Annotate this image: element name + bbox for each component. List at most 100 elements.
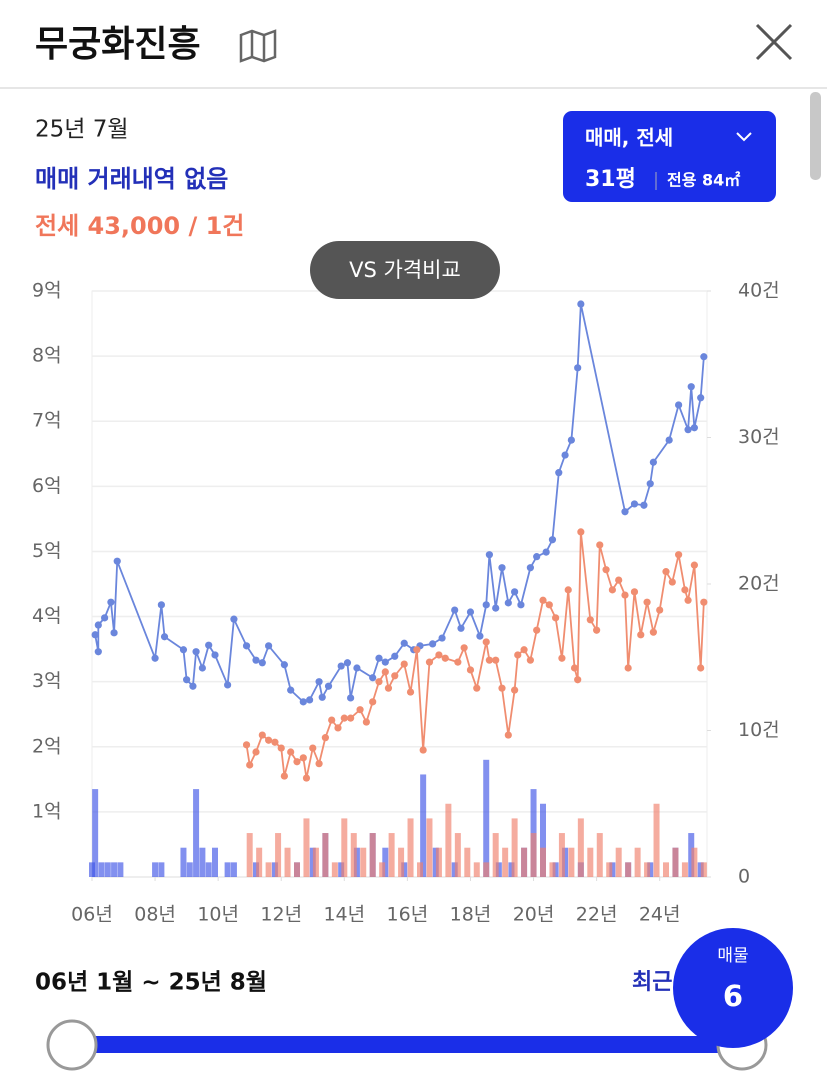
volume-bar [549,862,556,877]
price-point [246,761,254,769]
price-point [151,654,159,662]
close-button[interactable] [755,23,793,61]
price-point [526,656,534,664]
price-point [697,394,705,402]
price-point [690,424,698,432]
jeonse-info: 전세 43,000 / 1건 [35,212,244,240]
volume-bar [644,862,651,877]
price-point [321,734,329,742]
compare-button[interactable]: VS 가격비교 [310,241,500,299]
price-point [435,651,443,659]
y-tick-label: 2억 [32,735,62,757]
price-point [577,528,585,536]
price-point [511,686,519,694]
price-point [205,641,213,649]
compare-button-bg [310,241,500,299]
y2-tick-label: 30건 [738,426,780,448]
price-point [637,631,645,639]
price-point [369,674,377,682]
price-point [511,588,519,596]
price-point [482,601,490,609]
volume-bar [265,862,272,877]
compare-button-label: VS 가격비교 [349,258,461,282]
volume-bar [577,818,584,877]
price-point [293,758,301,766]
y2-tick-label: 20건 [738,573,780,595]
plot-area [91,290,708,878]
price-point [700,353,708,361]
volume-bar [540,803,546,877]
volume-bar [353,847,360,877]
volume-bar [186,862,193,877]
price-point [602,566,610,574]
volume-bar [360,847,367,877]
price-point [315,760,323,768]
price-point [684,596,692,604]
price-point [624,664,632,672]
price-point [400,660,408,668]
filter-button[interactable]: 매매, 전세 31평 전용 84㎡ [563,111,776,202]
x-tick-label: 08년 [134,904,176,926]
price-point [252,656,260,664]
x-tick-label: 14년 [323,904,365,926]
price-point [498,564,506,572]
volume-bar [473,862,480,877]
price-point [110,629,118,637]
volume-bar [697,862,704,877]
volume-bar [193,789,200,877]
price-point [91,631,99,639]
volume-bar [369,833,376,877]
price-point [621,591,629,599]
price-point [466,666,475,674]
price-point [675,401,683,409]
volume-bar [508,862,515,877]
volume-bar [117,862,124,877]
price-point [189,682,197,690]
price-point [287,686,295,694]
price-point [347,694,355,702]
price-point [630,500,639,508]
price-point [299,754,307,762]
volume-bar [688,833,695,877]
price-point [545,601,553,609]
filter-type: 매매, 전세 [585,126,673,150]
price-point [230,615,238,623]
price-point [687,383,695,391]
recent-button[interactable]: 최근 [632,970,672,995]
price-point [697,664,705,672]
price-point [318,693,326,701]
price-point [160,633,169,641]
volume-bar [309,847,316,877]
price-point [375,654,383,662]
volume-bar [451,862,458,877]
price-point [242,741,251,749]
volume-bar [587,847,594,877]
price-point [649,628,657,636]
price-point [608,586,616,594]
volume-bar [246,833,253,877]
volume-bar [540,847,546,877]
volume-bar [426,818,433,877]
volume-bar [663,862,669,877]
listing-badge[interactable]: 매물 6 [673,928,793,1048]
slider[interactable] [46,1019,768,1071]
price-point [242,642,251,650]
x-tick-label: 16년 [387,904,429,926]
price-point [454,658,462,666]
price-point [555,469,563,477]
volume-bar [379,862,386,877]
price-point [419,746,427,754]
x-tick-label: 06년 [71,904,113,926]
page-title: 무궁화진흥 [35,24,201,65]
map-icon[interactable] [239,29,277,63]
volume-bar [502,847,509,877]
price-point [157,601,165,609]
x-tick-label: 22년 [576,904,618,926]
volume-bar [445,803,452,877]
volume-bar [104,862,111,877]
price-point [362,718,370,726]
volume-bar [435,847,442,877]
y-tick-label: 8억 [32,345,62,367]
volume-bar [303,818,310,877]
slider-handle-start[interactable] [46,1019,98,1071]
